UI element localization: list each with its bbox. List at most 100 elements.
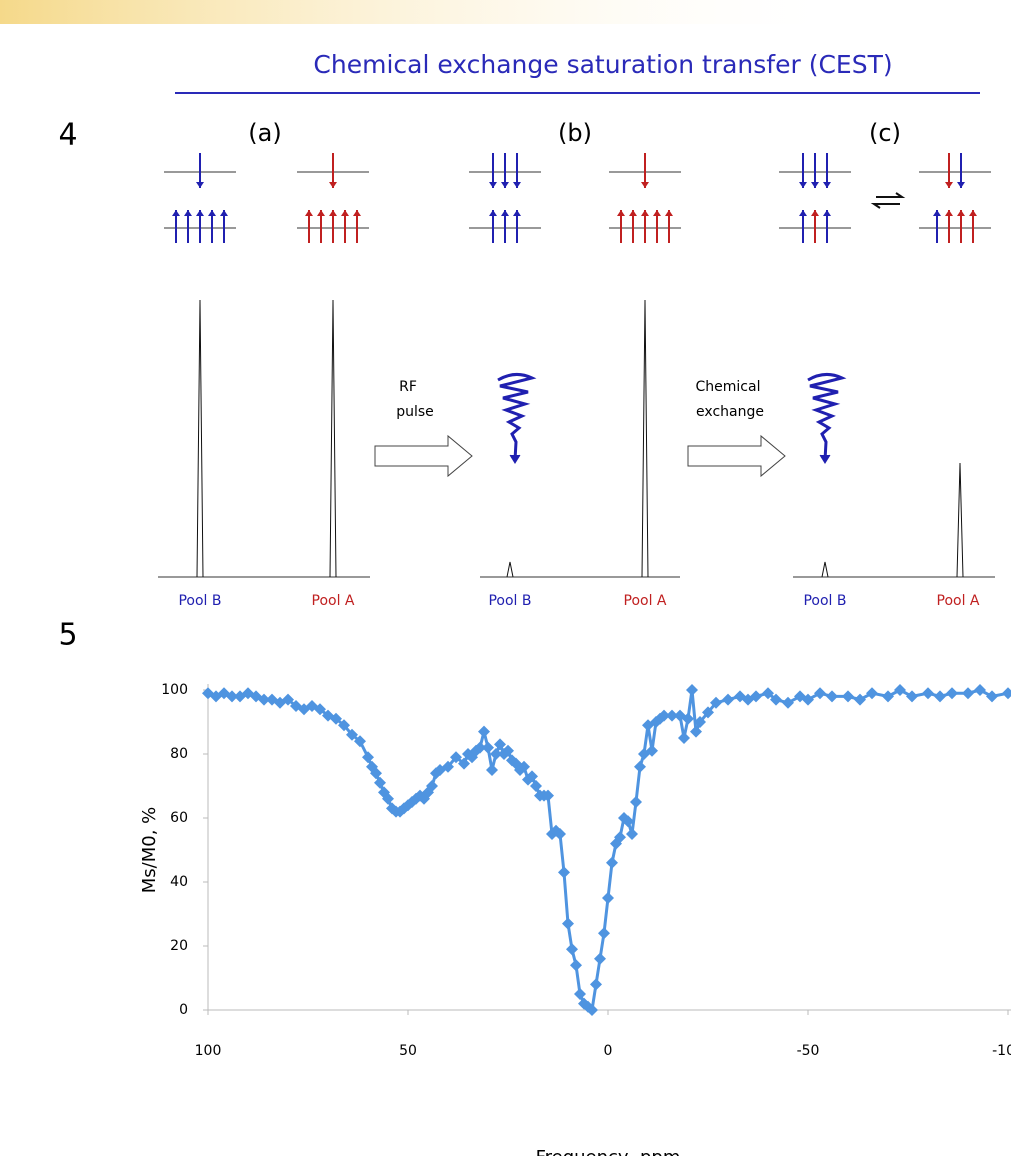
data-point xyxy=(630,796,642,808)
data-point xyxy=(570,959,582,972)
y-axis-label: Ms/M0, % xyxy=(139,807,160,894)
y-tick-label: 100 xyxy=(161,682,188,698)
rf-pulse-icon xyxy=(807,373,847,461)
data-point xyxy=(658,709,670,722)
spectrum-peak xyxy=(506,561,514,578)
data-point xyxy=(494,738,506,751)
data-point xyxy=(710,696,722,709)
spin-arrow-head xyxy=(641,210,649,216)
x-tick-label: -100 xyxy=(992,1043,1011,1059)
exchange-arrows xyxy=(870,192,906,209)
pool-label: Pool A xyxy=(937,593,980,609)
step-label: RF xyxy=(399,379,417,395)
data-point xyxy=(370,767,382,780)
pool-label: Pool B xyxy=(803,593,846,609)
data-point xyxy=(962,687,974,700)
data-point xyxy=(906,690,918,703)
spectrum-peak xyxy=(196,299,204,578)
data-point xyxy=(782,696,794,709)
data-point xyxy=(974,684,986,696)
data-point xyxy=(690,725,702,738)
data-point xyxy=(802,693,814,706)
spin-arrow-head xyxy=(969,210,977,216)
data-point xyxy=(814,687,826,700)
spin-arrow-head xyxy=(196,182,204,188)
data-point xyxy=(362,751,374,764)
data-point xyxy=(542,789,554,802)
data-point xyxy=(354,735,366,748)
data-point xyxy=(622,815,634,828)
data-point xyxy=(594,952,606,965)
spin-arrow-head xyxy=(957,210,965,216)
data-point xyxy=(574,988,586,1000)
spin-arrow-head xyxy=(811,210,819,216)
data-point xyxy=(686,684,698,696)
data-line xyxy=(207,688,1009,1013)
data-point xyxy=(934,690,946,703)
data-point xyxy=(598,927,610,940)
data-point xyxy=(1002,687,1011,700)
data-point xyxy=(458,757,470,770)
spin-arrow-head xyxy=(353,210,361,216)
data-point xyxy=(694,716,706,728)
rf-pulse-icon xyxy=(497,373,537,461)
pool-label: Pool A xyxy=(312,593,355,609)
data-point xyxy=(854,693,866,706)
spin-arrow-head xyxy=(945,182,953,188)
spin-arrow-head xyxy=(501,210,509,216)
spin-arrow-head xyxy=(641,182,649,188)
spin-arrow-head xyxy=(665,210,673,216)
process-arrow xyxy=(374,434,473,478)
spin-arrow-head xyxy=(957,182,965,188)
y-tick-label: 40 xyxy=(170,874,188,890)
data-point xyxy=(554,828,566,840)
data-point xyxy=(426,780,438,792)
spin-arrow-head xyxy=(489,210,497,216)
data-point xyxy=(282,693,294,706)
data-point xyxy=(530,780,542,792)
data-point xyxy=(502,744,514,757)
data-point xyxy=(866,687,878,700)
spin-arrow-head xyxy=(489,182,497,188)
rf-pulse-icon xyxy=(509,454,521,464)
rf-pulse-icon xyxy=(819,454,831,464)
data-point xyxy=(946,687,958,700)
spin-arrow-head xyxy=(823,182,831,188)
data-point xyxy=(450,751,462,764)
data-point xyxy=(442,760,454,773)
top-bar xyxy=(0,0,820,24)
y-tick-label: 0 xyxy=(179,1002,188,1018)
x-axis-label: Frequency, ppm xyxy=(536,1147,681,1156)
data-point xyxy=(750,690,762,703)
data-point xyxy=(586,1004,598,1016)
panel-label: (b) xyxy=(558,119,592,147)
spin-arrow-head xyxy=(823,210,831,216)
spin-arrow-head xyxy=(329,182,337,188)
data-point xyxy=(330,712,342,725)
data-point xyxy=(566,943,578,956)
pool-label: Pool B xyxy=(178,593,221,609)
y-tick-label: 60 xyxy=(170,810,188,826)
data-point xyxy=(626,828,638,840)
spectrum-peak xyxy=(821,561,829,578)
spin-arrow-head xyxy=(799,182,807,188)
data-point xyxy=(894,684,906,696)
data-point xyxy=(606,856,618,869)
data-point xyxy=(526,770,538,783)
data-point xyxy=(382,792,394,805)
data-point xyxy=(258,693,270,706)
spin-arrow-head xyxy=(629,210,637,216)
data-point xyxy=(602,892,614,904)
data-point xyxy=(682,712,694,725)
spin-arrow-head xyxy=(220,210,228,216)
spin-arrow-head xyxy=(799,210,807,216)
data-point xyxy=(314,703,326,716)
data-point xyxy=(986,690,998,703)
spectrum-peak xyxy=(956,462,964,578)
step-label: pulse xyxy=(396,404,434,420)
spin-arrow-head xyxy=(653,210,661,216)
spin-arrow-head xyxy=(945,210,953,216)
x-tick-label: 50 xyxy=(399,1043,417,1059)
data-point xyxy=(490,748,502,760)
